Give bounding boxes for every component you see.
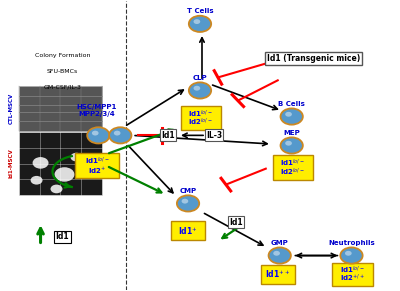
Text: Id2$^{lo/-}$: Id2$^{lo/-}$ [188, 117, 214, 128]
Text: Id2$^{+/+}$: Id2$^{+/+}$ [340, 273, 365, 284]
Text: GMP: GMP [271, 240, 288, 246]
Circle shape [194, 19, 200, 24]
Text: CMP: CMP [180, 188, 197, 194]
Circle shape [345, 251, 352, 256]
Circle shape [70, 153, 82, 162]
Text: Colony Formation: Colony Formation [35, 53, 90, 58]
Circle shape [32, 157, 48, 169]
Circle shape [177, 195, 199, 212]
Text: Id2$^{+}$: Id2$^{+}$ [88, 165, 106, 175]
FancyBboxPatch shape [332, 262, 372, 286]
Text: Id1$^{lo/-}$: Id1$^{lo/-}$ [340, 265, 365, 276]
FancyBboxPatch shape [19, 132, 102, 195]
Text: HSC/MPP1
MPP2/3/4: HSC/MPP1 MPP2/3/4 [76, 104, 116, 116]
Circle shape [87, 127, 110, 143]
Text: B Cells: B Cells [278, 101, 305, 107]
Circle shape [194, 86, 200, 91]
Circle shape [189, 16, 211, 32]
Circle shape [114, 131, 120, 136]
Text: Id1$^{++}$: Id1$^{++}$ [265, 269, 290, 280]
Text: Id2$^{lo/-}$: Id2$^{lo/-}$ [280, 166, 305, 178]
Text: Id1$^{lo/-}$: Id1$^{lo/-}$ [280, 158, 305, 169]
Text: CTL-MSCV: CTL-MSCV [9, 93, 14, 124]
Circle shape [340, 247, 363, 264]
Circle shape [92, 131, 98, 136]
Text: CLP: CLP [193, 75, 207, 81]
Circle shape [285, 141, 292, 146]
FancyBboxPatch shape [181, 106, 221, 130]
Circle shape [285, 112, 292, 117]
Circle shape [109, 127, 132, 143]
Text: Neutrophils: Neutrophils [328, 240, 375, 246]
FancyBboxPatch shape [171, 221, 205, 240]
Text: Id1 (Transgenic mice): Id1 (Transgenic mice) [267, 54, 360, 63]
FancyBboxPatch shape [75, 153, 120, 178]
Circle shape [182, 199, 188, 204]
Circle shape [280, 109, 303, 125]
Text: IL-3: IL-3 [206, 131, 222, 140]
Circle shape [280, 137, 303, 154]
Circle shape [268, 247, 291, 264]
Text: GM-CSF/IL-3: GM-CSF/IL-3 [44, 85, 82, 90]
Text: Id1-MSCV: Id1-MSCV [9, 149, 14, 178]
Circle shape [189, 82, 211, 99]
Text: Id1$^{+}$: Id1$^{+}$ [178, 225, 198, 237]
FancyBboxPatch shape [272, 155, 313, 180]
Text: Id1$^{lo/-}$: Id1$^{lo/-}$ [188, 109, 214, 120]
Text: Id1$^{lo/-}$: Id1$^{lo/-}$ [85, 156, 110, 168]
Circle shape [273, 251, 280, 256]
Text: Id1: Id1 [161, 131, 175, 140]
Text: SFU-BMCs: SFU-BMCs [47, 69, 78, 74]
Text: Id1: Id1 [56, 232, 69, 241]
Circle shape [30, 176, 42, 184]
Text: MEP: MEP [283, 130, 300, 136]
FancyBboxPatch shape [19, 86, 102, 131]
Circle shape [54, 167, 74, 182]
FancyBboxPatch shape [260, 265, 295, 284]
Circle shape [50, 184, 62, 193]
Text: T Cells: T Cells [187, 8, 213, 14]
Text: Id1: Id1 [229, 218, 243, 227]
